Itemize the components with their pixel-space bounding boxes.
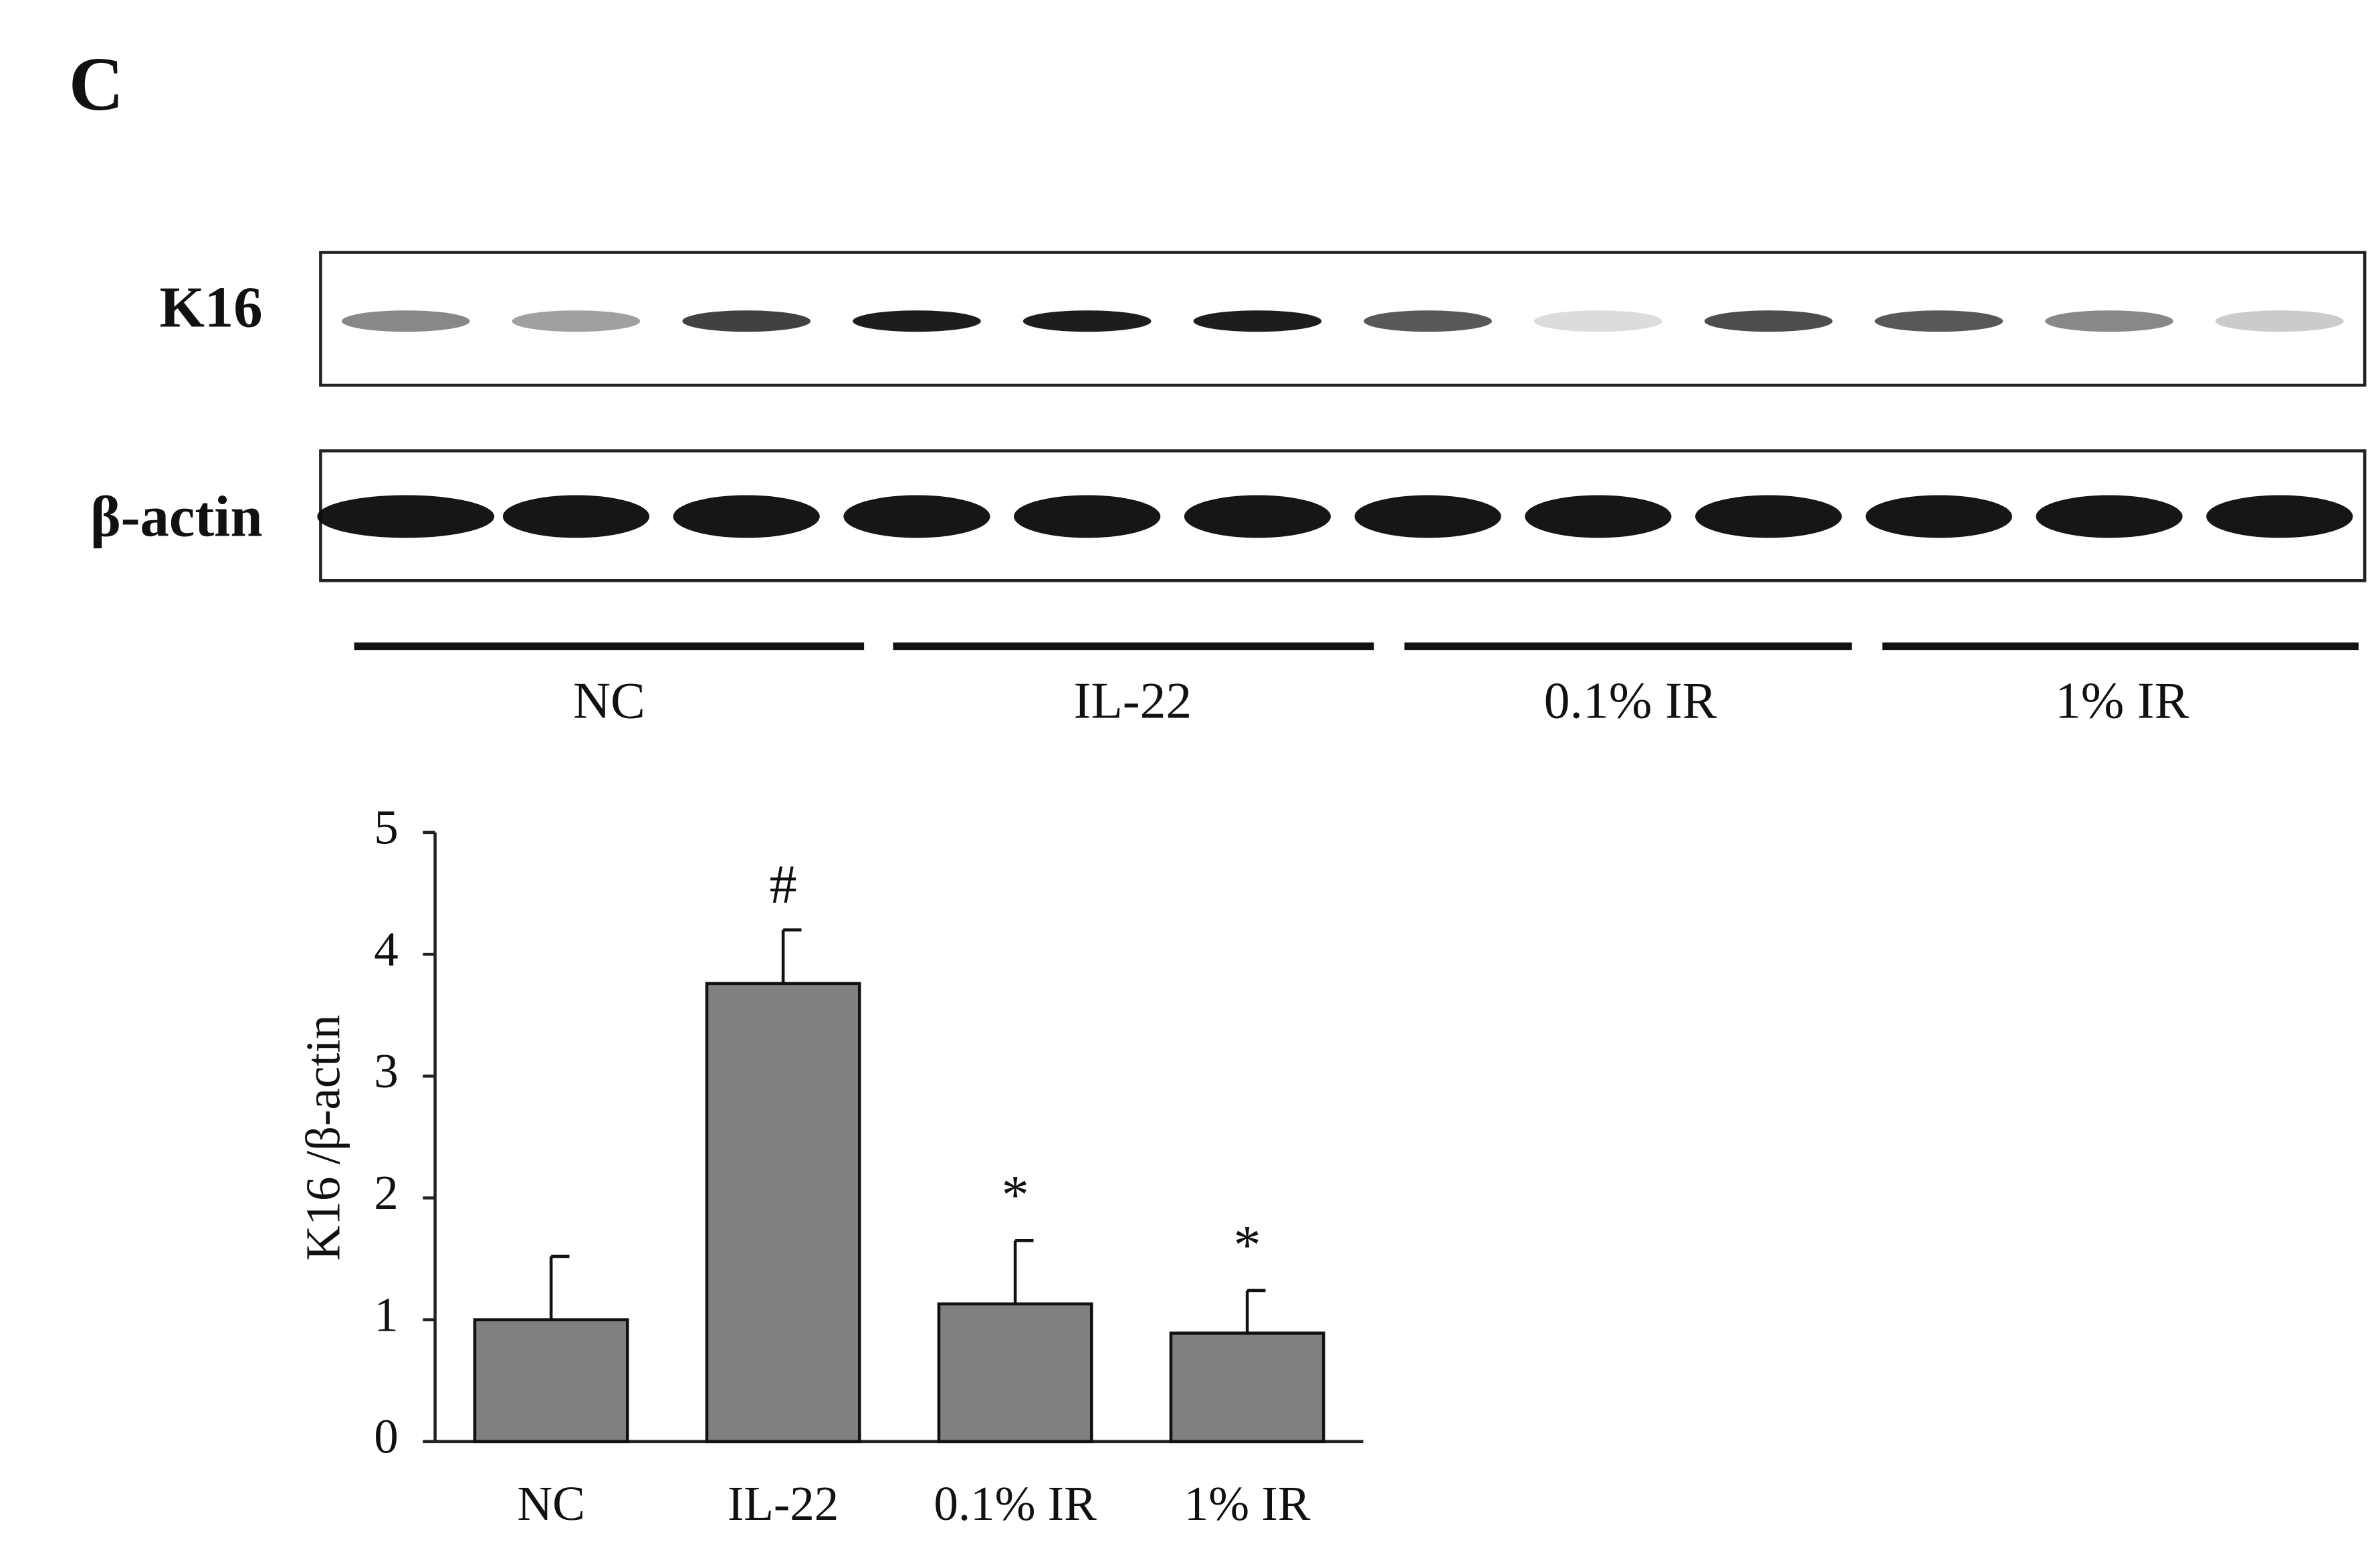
blot-band (1193, 310, 1322, 332)
bar (937, 1302, 1093, 1444)
blot-band (1525, 495, 1672, 538)
blot-band (2206, 495, 2353, 538)
blot-band (512, 310, 641, 332)
significance-mark: * (1002, 1165, 1029, 1226)
y-tick-label: 5 (374, 800, 399, 855)
blot-band (2045, 310, 2173, 332)
blot-band (1022, 310, 1152, 332)
blot-band (1184, 495, 1331, 538)
bar (1169, 1331, 1325, 1444)
y-axis-label: K16 /β-actin (296, 1015, 350, 1261)
significance-mark: # (770, 854, 797, 915)
bar (473, 1318, 629, 1444)
group-label: NC (573, 671, 645, 729)
group-label: 0.1% IR (1544, 671, 1717, 729)
y-tick-label: 4 (374, 922, 399, 976)
blot-band (673, 495, 820, 538)
x-tick-label: 1% IR (1184, 1476, 1311, 1531)
y-tick-label: 3 (374, 1044, 399, 1098)
bar (705, 982, 861, 1444)
x-tick-label: 0.1% IR (934, 1476, 1097, 1531)
blot-band (2215, 310, 2344, 332)
blot-frame (319, 449, 2367, 582)
blot-band (1014, 495, 1161, 538)
panel-label: C (69, 41, 124, 126)
blot-band (853, 310, 981, 332)
y-tick-label: 2 (374, 1166, 399, 1220)
significance-mark: * (1234, 1214, 1261, 1275)
y-tick-label: 0 (374, 1410, 399, 1464)
blot-row-label: β-actin (90, 484, 263, 548)
blot-band (1364, 310, 1493, 332)
blot-band (1874, 310, 2004, 332)
blot-band (843, 495, 990, 538)
y-tick-label: 1 (374, 1287, 399, 1341)
blot-band (1534, 310, 1662, 332)
blot-band (317, 495, 495, 538)
blot-band (1695, 495, 1842, 538)
blot-band (1354, 495, 1501, 538)
blot-frame (319, 251, 2367, 387)
blot-band (1704, 310, 1833, 332)
x-tick-label: IL-22 (728, 1476, 839, 1531)
group-label: 1% IR (2055, 671, 2189, 729)
blot-row-label: K16 (159, 275, 262, 340)
x-tick-label: NC (517, 1476, 584, 1531)
blot-band (341, 310, 470, 332)
blot-band (502, 495, 650, 538)
group-label: IL-22 (1074, 671, 1192, 729)
blot-band (2036, 495, 2183, 538)
blot-band (1865, 495, 2012, 538)
blot-band (682, 310, 811, 332)
